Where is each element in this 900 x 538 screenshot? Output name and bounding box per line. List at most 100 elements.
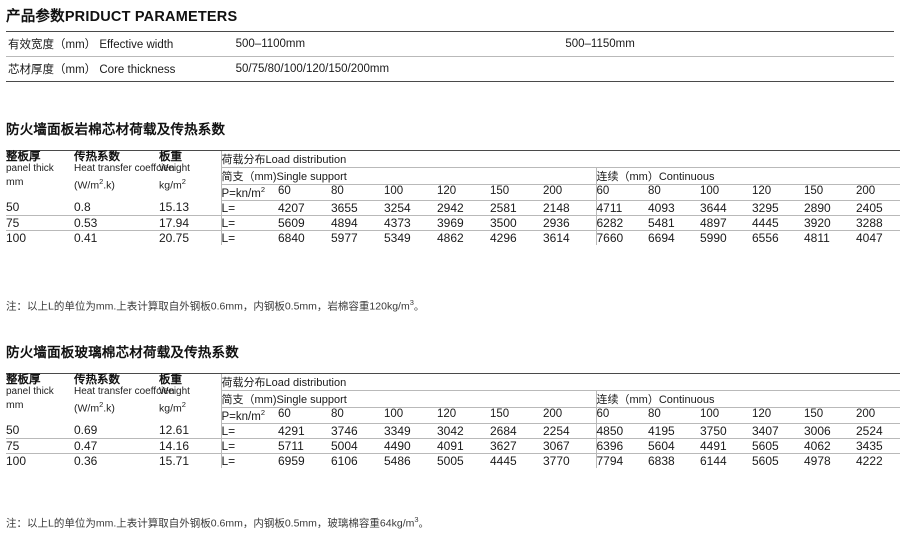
cell-single-60: 5609 xyxy=(278,215,331,231)
cell-weight: 17.94 xyxy=(159,215,221,231)
cell-cont-80: 6694 xyxy=(648,230,675,245)
header-weight-unit: kg/m2 xyxy=(159,176,186,192)
table-header-row: 简支（mm)Single support 连续（mm）Continuous xyxy=(6,390,900,408)
header-weight-unit: kg/m2 xyxy=(159,399,186,415)
cell-coefficient: 0.41 xyxy=(74,230,98,245)
header-pressure-cont-60: 60 xyxy=(595,407,648,424)
header-pressure-single-200: 200 xyxy=(543,184,596,201)
cell-cont-100: 4491 xyxy=(700,438,752,454)
param-label-cn: 芯材厚度（mm） xyxy=(8,64,97,76)
cell-cont-200: 4047 xyxy=(856,230,883,245)
cell-cont-150: 4062 xyxy=(804,438,856,454)
header-panel-thickness-unit: mm xyxy=(6,398,24,411)
cell-single-100: 5349 xyxy=(384,230,411,245)
cell-thickness: 100 xyxy=(6,230,27,245)
header-weight-en: Weight xyxy=(159,386,190,398)
cell-single-120: 3969 xyxy=(437,215,490,231)
param-label-en: Effective width xyxy=(99,39,174,51)
header-single-support: 简支（mm)Single support xyxy=(220,167,596,185)
table-header-row: 整板厚 panel thick mm 传热系数 Heat transfer co… xyxy=(6,150,900,201)
cell-single-100: 3254 xyxy=(384,200,437,216)
cell-cont-200: 2405 xyxy=(856,200,900,216)
header-heat-coefficient: 传热系数 Heat transfer coeffcien (W/m2.k) xyxy=(74,150,174,201)
cell-length-label: L= xyxy=(220,438,278,454)
cell-single-200: 2254 xyxy=(543,423,596,439)
product-parameters-table: 有效宽度（mm） Effective width 500–1100mm 500–… xyxy=(6,31,894,82)
cell-cont-120: 5605 xyxy=(752,453,779,468)
cell-cont-200: 4222 xyxy=(856,453,883,468)
header-weight: 板重 Weight kg/m2 xyxy=(159,373,221,424)
cell-cont-60: 6396 xyxy=(595,438,648,454)
header-pressure-label: P=kn/m2 xyxy=(220,407,278,424)
cell-cont-150: 4811 xyxy=(804,230,830,245)
header-pressure-single-150: 150 xyxy=(490,184,543,201)
header-heat-coefficient-unit: (W/m2.k) xyxy=(74,399,115,415)
cell-single-60: 5711 xyxy=(278,438,331,454)
cell-length-label: L= xyxy=(220,230,278,245)
cell-single-100: 4490 xyxy=(384,438,437,454)
table-row: 芯材厚度（mm） Core thickness 50/75/80/100/120… xyxy=(6,57,894,82)
cell-cont-80: 4093 xyxy=(648,200,700,216)
cell-weight: 12.61 xyxy=(159,423,221,439)
header-pressure-cont-80: 80 xyxy=(648,407,700,424)
header-heat-coefficient-cn: 传热系数 xyxy=(74,374,120,386)
cell-single-200: 3614 xyxy=(543,230,570,245)
header-heat-coefficient-unit: (W/m2.k) xyxy=(74,176,115,192)
param-label-cell: 芯材厚度（mm） Core thickness xyxy=(6,57,234,82)
cell-single-120: 2942 xyxy=(437,200,490,216)
cell-single-150: 4296 xyxy=(490,230,517,245)
table-row: 75 0.53 17.94 L= 5609 4894 4373 3969 350… xyxy=(6,215,900,231)
header-pressure-cont-60: 60 xyxy=(595,184,648,201)
cell-length-label: L= xyxy=(220,200,278,216)
cell-cont-200: 3435 xyxy=(856,438,900,454)
cell-cont-80: 5604 xyxy=(648,438,700,454)
param-label-cell: 有效宽度（mm） Effective width xyxy=(6,31,234,57)
cell-cont-60: 4850 xyxy=(595,423,648,439)
cell-length-label: L= xyxy=(220,215,278,231)
header-pressure-single-60: 60 xyxy=(278,184,331,201)
header-pressure-single-80: 80 xyxy=(331,184,384,201)
header-continuous: 连续（mm）Continuous xyxy=(595,390,900,408)
rockwool-table-note: 注：以上L的单位为mm.上表计算取自外钢板0.6mm，内钢板0.5mm，岩棉容重… xyxy=(6,298,425,313)
header-pressure-cont-100: 100 xyxy=(700,184,752,201)
header-pressure-single-100: 100 xyxy=(384,184,437,201)
cell-cont-80: 6838 xyxy=(648,453,675,468)
header-heat-coefficient-en: Heat transfer coeffcien xyxy=(74,386,175,398)
cell-single-150: 3500 xyxy=(490,215,543,231)
header-panel-thickness-cn: 整板厚 xyxy=(6,374,41,386)
cell-single-150: 2581 xyxy=(490,200,543,216)
header-pressure-single-100: 100 xyxy=(384,407,437,424)
table-row: 100 0.41 20.75 L= 6840 5977 5349 4862 42… xyxy=(6,230,900,245)
cell-single-200: 2936 xyxy=(543,215,596,231)
cell-coefficient: 0.53 xyxy=(74,215,159,231)
cell-weight: 15.13 xyxy=(159,200,221,216)
cell-cont-200: 2524 xyxy=(856,423,900,439)
page-title-en: PRIDUCT PARAMETERS xyxy=(64,9,238,25)
param-value-primary: 50/75/80/100/120/150/200mm xyxy=(235,63,390,75)
cell-single-60: 6840 xyxy=(278,230,305,245)
table-row: 50 0.8 15.13 L= 4207 3655 3254 2942 2581… xyxy=(6,200,900,216)
cell-single-100: 5486 xyxy=(384,453,411,468)
cell-cont-60: 7660 xyxy=(595,230,648,245)
cell-single-80: 3746 xyxy=(331,423,384,439)
header-single-support: 简支（mm)Single support xyxy=(220,390,596,408)
table-row: 有效宽度（mm） Effective width 500–1100mm 500–… xyxy=(6,31,894,57)
cell-single-100: 4373 xyxy=(384,215,437,231)
cell-single-150: 3627 xyxy=(490,438,543,454)
cell-cont-120: 6556 xyxy=(752,230,779,245)
page-title-cn: 产品参数 xyxy=(6,9,65,25)
cell-single-80: 6106 xyxy=(331,453,358,468)
cell-single-100: 3349 xyxy=(384,423,437,439)
cell-single-200: 3770 xyxy=(543,453,570,468)
glasswool-load-table: 整板厚 panel thick mm 传热系数 Heat transfer co… xyxy=(6,373,900,468)
glasswool-section-heading: 防火墙面板玻璃棉芯材荷载及传热系数 xyxy=(6,345,239,360)
cell-cont-100: 6144 xyxy=(700,453,727,468)
header-panel-thickness-unit: mm xyxy=(6,175,24,188)
header-pressure-single-120: 120 xyxy=(437,184,490,201)
header-load-distribution: 荷载分布Load distribution xyxy=(220,150,900,168)
header-pressure-cont-100: 100 xyxy=(700,407,752,424)
cell-thickness: 100 xyxy=(6,453,27,468)
header-panel-thickness-cn: 整板厚 xyxy=(6,151,41,163)
table-header-row: P=kn/m2 60 80 100 120 150 200 60 80 100 … xyxy=(6,407,900,424)
cell-single-80: 5004 xyxy=(331,438,384,454)
